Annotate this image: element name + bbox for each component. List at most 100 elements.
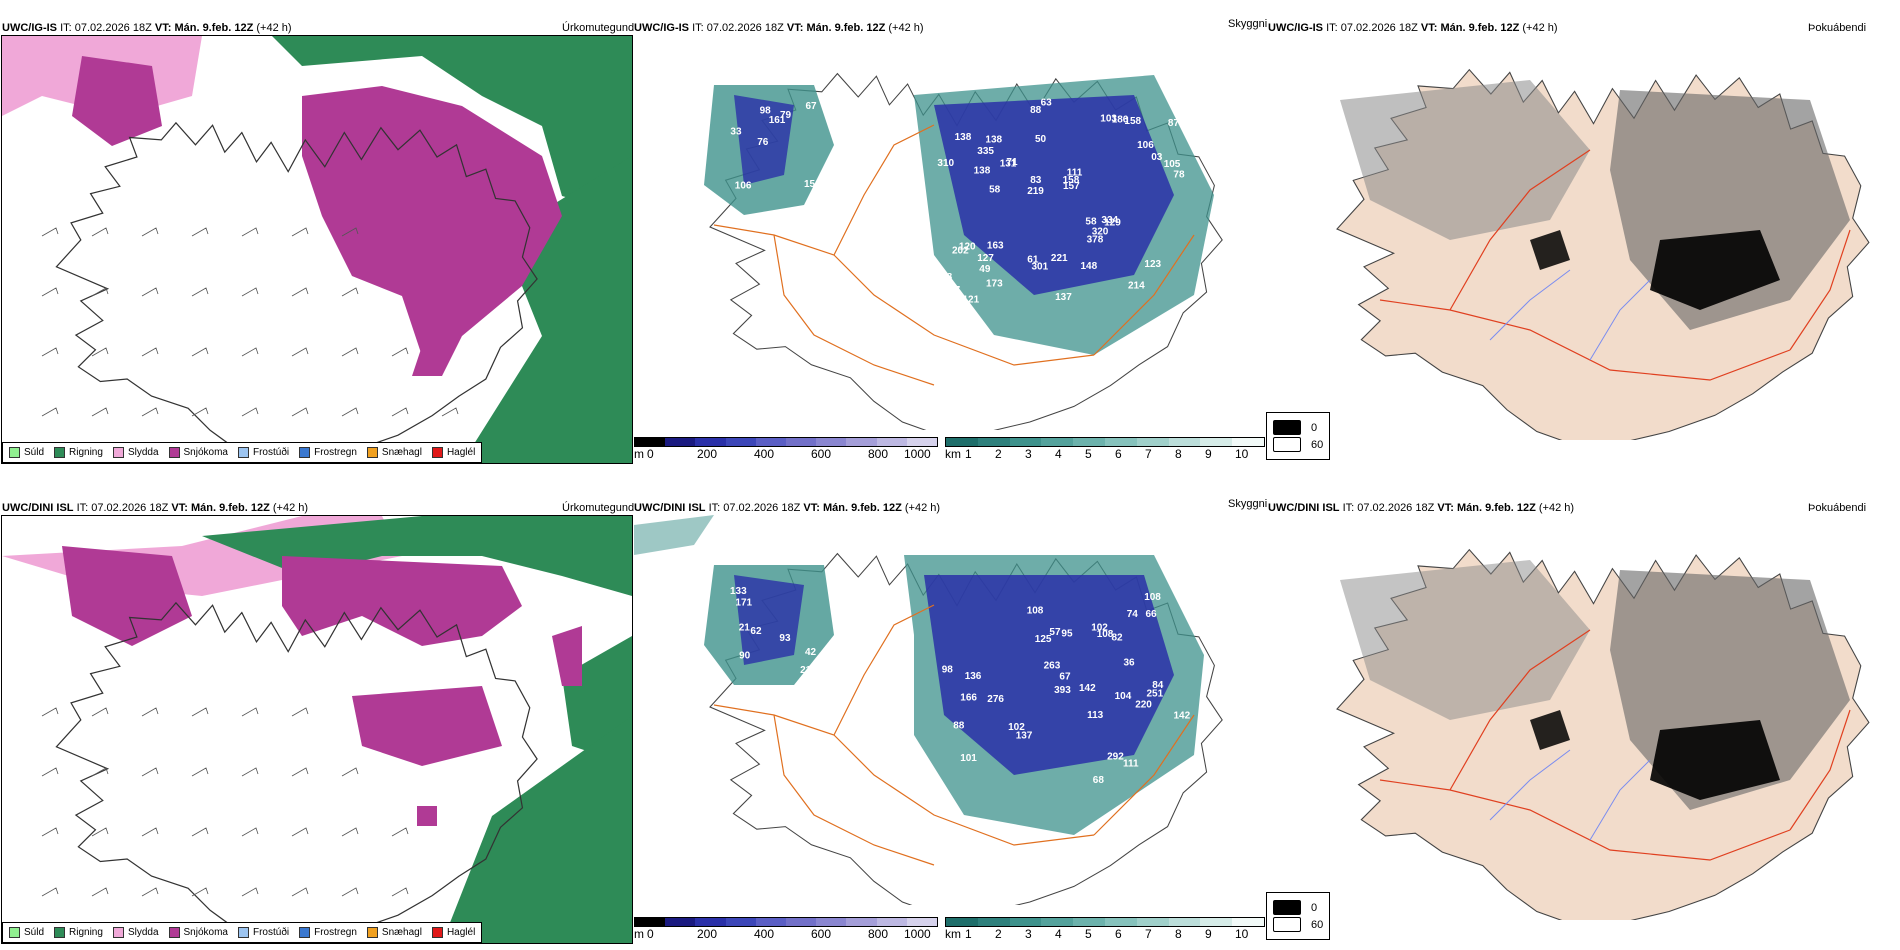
fog-swatch [1273,420,1301,435]
cloud-base-label: 335 [977,146,994,157]
cloud-base-colorbar-bins [634,917,938,927]
cloud-base-label: 292 [1107,751,1124,762]
fog-swatch [1273,437,1301,452]
cloud-base-label: 219 [1027,186,1044,197]
cloud-base-label: 125 [1035,634,1052,645]
cbar-tick: 6 [1115,927,1122,941]
fog-label: 60 [1311,438,1324,451]
legend-swatch [112,447,124,458]
cloud-base-label: 158 [1063,175,1080,186]
legend-swatch [237,927,249,938]
cloud-base-label: 76 [757,137,769,148]
cbar-tick: 1000 [904,927,931,941]
cloud-title-2: Skyggni [1228,498,1268,510]
colorbar-bin [977,438,1010,446]
visibility-colorbar-1: km 1 2 3 4 5 6 7 8 9 10 [945,437,1265,461]
cbar-tick: 800 [868,447,889,461]
cloud-base-label: 63 [1041,97,1053,108]
cloud-base-label: 171 [735,598,752,609]
colorbar-bin [1200,918,1233,926]
cloud-base-label: 276 [987,694,1004,705]
legend-label: Slydda [127,927,159,938]
legend-item: Frostregn [299,447,357,458]
colorbar-bin [665,438,696,446]
legend-swatch [54,927,66,938]
cloud-base-label: 138 [955,132,972,143]
cloud-base-label: 88 [953,720,965,731]
precip-title-2: Úrkomutegund [562,502,635,514]
fog-label: 60 [1311,918,1324,931]
cloud-base-colorbar-1: m 0 200 400 600 800 1000 [634,437,938,461]
fog-rivers-1 [1489,269,1651,361]
cloud-base-label: 156 [804,179,821,190]
cloud-base-label: 137 [1055,292,1072,303]
legend-label: Haglél [446,927,476,938]
cloud-base-label: 62 [750,626,762,637]
colorbar-bin [1104,918,1137,926]
cloud-base-label: 108 [1144,592,1161,603]
cloud-base-colorbar-labels: m 0 200 400 600 800 1000 [634,447,938,461]
legend-item: Snjókoma [168,447,228,458]
wind-barbs-2 [41,707,409,897]
fog-rivers-2 [1489,749,1651,841]
legend-swatch [112,927,124,938]
cloud-base-label: 36 [1124,657,1136,668]
fog-roads-2 [1379,629,1851,861]
legend-swatch [168,927,180,938]
cloud-base-label: 105 [1164,159,1181,170]
legend-swatch [299,447,311,458]
legend-item: Snæhagl [366,447,422,458]
cbar-tick: 8 [1175,447,1182,461]
cbar-tick: 5 [1085,927,1092,941]
cloud-base-label: 49 [979,264,991,275]
cloud-base-label: 61 [1027,255,1039,266]
cloud-base-label: 50 [1035,134,1047,145]
cbar-unit: km [945,447,961,461]
cloud-base-label: 166 [960,693,977,704]
cloud-base-label: 108 [1097,629,1114,640]
fog-legend-row: 0 [1273,900,1323,915]
cbar-tick: 600 [811,927,832,941]
cloud-base-label: 03 [1151,152,1163,163]
cbar-tick: 2 [995,447,1002,461]
colorbar-bin [1073,438,1105,446]
cbar-tick: 10 [1235,927,1249,941]
colorbar-bin [1136,438,1169,446]
cloud-base-label: 66 [1146,609,1158,620]
visibility-colorbar-labels: km 1 2 3 4 5 6 7 8 9 10 [945,927,1265,941]
cloud-base-label: 98 [760,105,772,116]
legend-label: Súld [24,927,45,938]
colorbar-bin [1232,438,1264,446]
legend-label: Haglél [446,447,476,458]
colorbar-bin [906,438,938,446]
legend-label: Snæhagl [381,927,422,938]
colorbar-bin [906,918,938,926]
cloud-base-label: 113 [1087,710,1104,721]
cloud-base-label: 334 [942,291,959,302]
colorbar-bin [1136,918,1169,926]
cloud-base-label: 138 [974,166,991,177]
cloud-base-label: 123 [1144,259,1161,270]
legend-item: Rigning [54,927,103,938]
colorbar-bin [946,438,978,446]
cloud-base-label: 98 [942,664,954,675]
legend-item: Snjókoma [168,927,228,938]
cbar-tick: 3 [1025,927,1032,941]
colorbar-bin [816,918,847,926]
legend-label: Súld [24,447,45,458]
fog-label: 0 [1311,901,1318,914]
cloud-base-label: 57 [1049,627,1061,638]
header-cloud-1: UWC/IG-IS IT: 07.02.2026 18Z VT: Mán. 9.… [634,22,924,34]
cloud-base-label: 71 [1006,157,1018,168]
cloud-base-label: 136 [965,671,982,682]
legend-swatch [431,447,443,458]
cloud-base-label: 301 [1032,262,1049,273]
cloud-base-label: 67 [806,101,818,112]
cloud-base-label: 237 [944,285,961,296]
visibility-colorbar-bins [945,917,1265,927]
colorbar-bin [665,918,696,926]
colorbar-bin [876,438,907,446]
cloud-base-label: 220 [1135,700,1152,711]
legend-swatch [366,447,378,458]
colorbar-bin [1009,438,1042,446]
